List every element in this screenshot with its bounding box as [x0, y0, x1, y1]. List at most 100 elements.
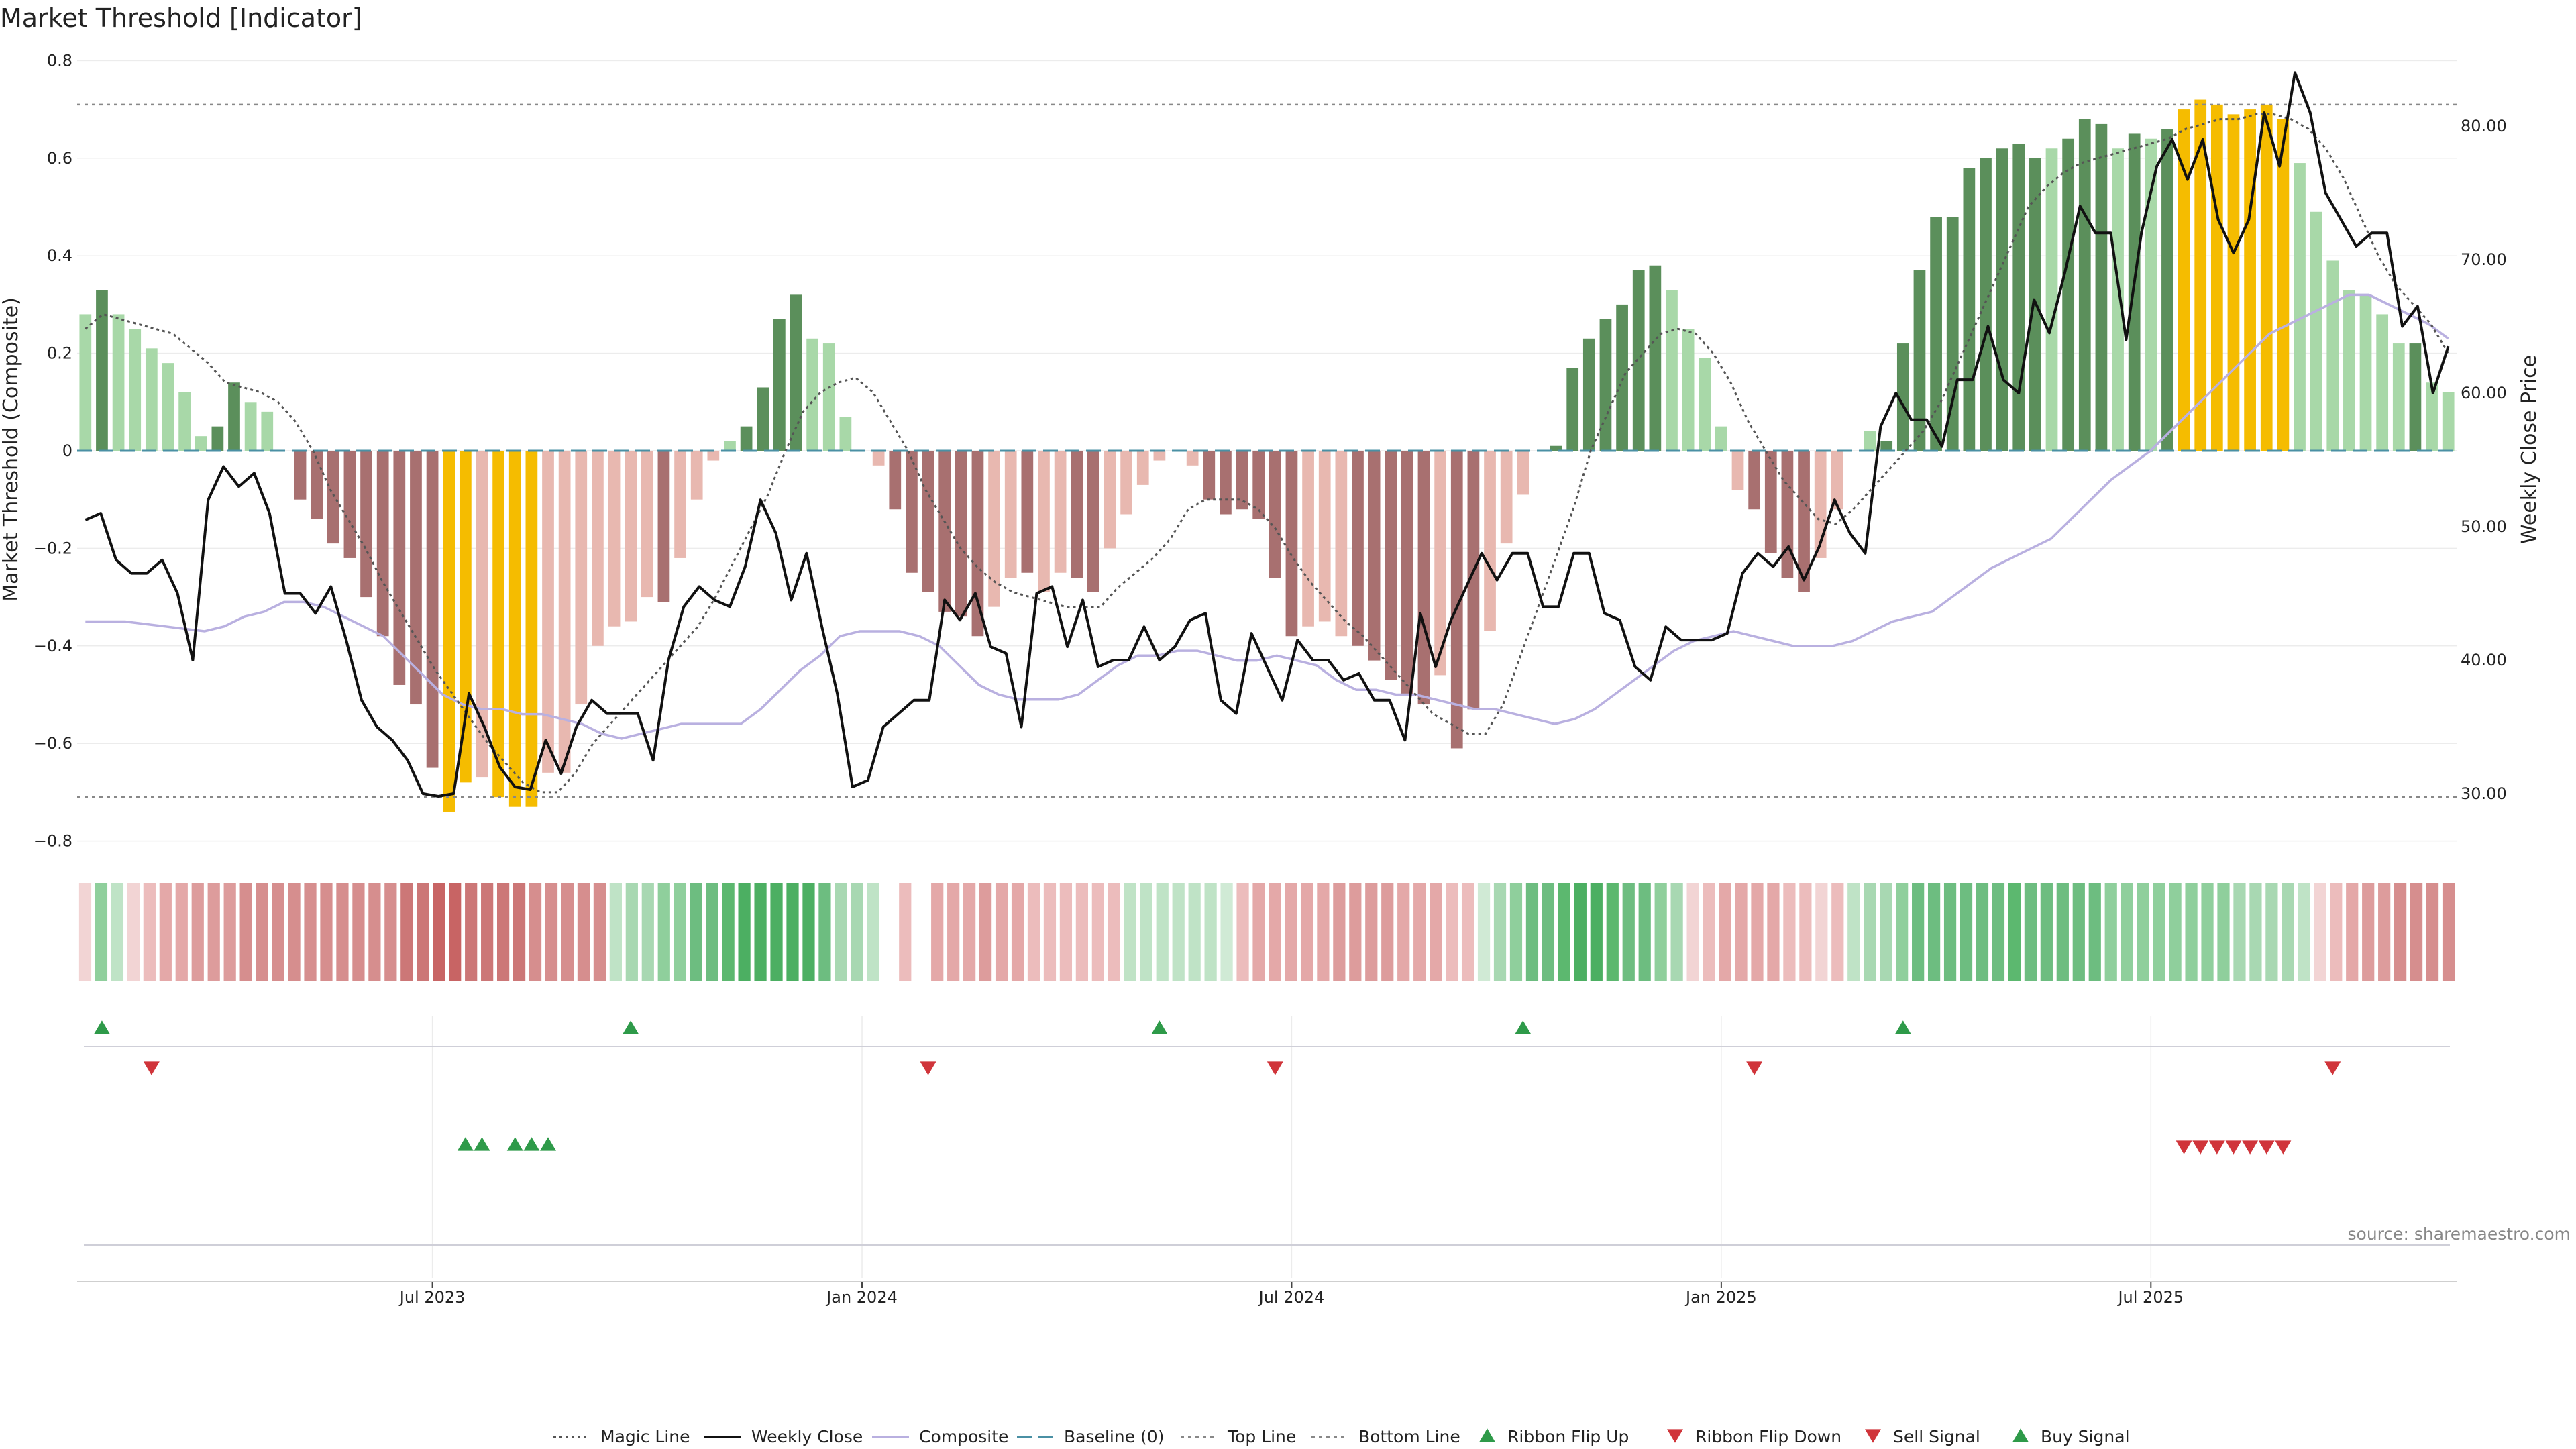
- ribbon-cell: [1525, 883, 1539, 981]
- ribbon-flip-up-marker: [1151, 1020, 1168, 1034]
- legend-label-top-line: Top Line: [1227, 1427, 1296, 1446]
- ribbon-cell: [1976, 883, 1989, 981]
- composite-bar: [1566, 368, 1579, 451]
- composite-bar: [112, 314, 125, 451]
- composite-bar: [393, 451, 406, 685]
- composite-bar: [592, 451, 604, 646]
- composite-bar: [1517, 451, 1529, 495]
- ribbon-flip-up-marker: [623, 1020, 639, 1034]
- y-tick-label-right: 40.00: [2461, 651, 2507, 669]
- ribbon-cell: [1285, 883, 1297, 981]
- composite-bar: [2012, 143, 2025, 451]
- ribbon-cell: [641, 883, 654, 981]
- ribbon-flip-down-marker: [920, 1061, 936, 1075]
- ribbon-flip-down-marker: [1267, 1061, 1283, 1075]
- composite-bar: [1004, 451, 1017, 578]
- ribbon-flip-down-marker: [2324, 1061, 2341, 1075]
- ribbon-cell: [835, 883, 847, 981]
- ribbon-cell: [2442, 883, 2455, 981]
- ribbon-cell: [754, 883, 767, 981]
- composite-bar: [922, 451, 934, 592]
- ribbon-cell: [2072, 883, 2085, 981]
- ribbon-cell: [1381, 883, 1394, 981]
- composite-bar: [988, 451, 1000, 607]
- x-tick-label: Jan 2024: [825, 1288, 898, 1307]
- composite-bar: [2277, 119, 2290, 451]
- composite-bar: [1136, 451, 1149, 485]
- composite-bar: [1996, 148, 2008, 451]
- composite-bar: [2343, 290, 2355, 451]
- x-tick-label: Jul 2024: [1258, 1288, 1325, 1307]
- composite-bar: [1120, 451, 1132, 515]
- composite-bar: [96, 290, 108, 451]
- composite-bar: [1401, 451, 1413, 695]
- composite-bar: [2194, 99, 2207, 451]
- ribbon-cell: [2088, 883, 2101, 981]
- y-tick-label-left: 0.2: [47, 344, 72, 363]
- composite-bar: [145, 348, 158, 451]
- ribbon-cell: [2426, 883, 2439, 981]
- composite-bar: [1252, 451, 1265, 519]
- ribbon-cell: [2378, 883, 2391, 981]
- ribbon-cell: [1542, 883, 1555, 981]
- composite-bar: [1764, 451, 1777, 553]
- composite-bar: [2045, 148, 2058, 451]
- composite-bar: [2359, 294, 2372, 451]
- ribbon-cell: [2153, 883, 2165, 981]
- composite-bar: [195, 436, 207, 451]
- x-tick-label: Jan 2025: [1684, 1288, 1757, 1307]
- ribbon-cell: [433, 883, 445, 981]
- ribbon-cell: [2169, 883, 2182, 981]
- composite-bar: [228, 382, 240, 451]
- ribbon-cell: [1927, 883, 1941, 981]
- composite-bar: [1896, 343, 1909, 451]
- ribbon-cell: [2346, 883, 2359, 981]
- composite-bar: [2376, 314, 2389, 451]
- composite-bar: [1368, 451, 1381, 661]
- legend-label-ribbon-flip-up: Ribbon Flip Up: [1507, 1427, 1629, 1446]
- ribbon-cell: [1011, 883, 1024, 981]
- x-tick-label: Jul 2025: [2116, 1288, 2184, 1307]
- ribbon-cell: [1269, 883, 1281, 981]
- ribbon-cell: [320, 883, 333, 981]
- y-tick-label-right: 30.00: [2461, 784, 2507, 803]
- ribbon-cell: [2394, 883, 2407, 981]
- composite-bar: [542, 451, 554, 773]
- composite-bar: [2227, 114, 2240, 451]
- ribbon-cell: [2249, 883, 2262, 981]
- ribbon-cell: [2330, 883, 2343, 981]
- ribbon-cell: [496, 883, 510, 981]
- ribbon-cell: [78, 883, 92, 981]
- composite-bar: [1434, 451, 1447, 676]
- ribbon-cell: [1220, 883, 1233, 981]
- composite-bar: [971, 451, 984, 637]
- composite-bar: [525, 451, 538, 807]
- legend-label-sell-signal: Sell Signal: [1893, 1427, 1980, 1446]
- ribbon-cell: [207, 883, 220, 981]
- ribbon-cell: [175, 883, 188, 981]
- composite-bar: [1318, 451, 1331, 622]
- composite-bar: [1798, 451, 1810, 592]
- ribbon-cell: [1960, 883, 1973, 981]
- composite-bar: [79, 314, 92, 451]
- ribbon-cell: [1847, 883, 1860, 981]
- composite-bar: [261, 411, 274, 451]
- ribbon-cell: [786, 883, 799, 981]
- ribbon-cell: [1397, 883, 1410, 981]
- ribbon-cell: [802, 883, 815, 981]
- composite-bar: [1781, 451, 1794, 578]
- ribbon-cell: [2201, 883, 2214, 981]
- ribbon-cell: [1059, 883, 1073, 981]
- composite-bar: [674, 451, 686, 558]
- ribbon-cell: [561, 883, 574, 981]
- ribbon-cell: [1140, 883, 1152, 981]
- ribbon-cell: [1108, 883, 1120, 981]
- composite-bar: [1220, 451, 1232, 515]
- ribbon-strip: [78, 883, 2455, 981]
- composite-bar: [360, 451, 372, 598]
- ribbon-cell: [1124, 883, 1136, 981]
- ribbon-cell: [1719, 883, 1731, 981]
- composite-bar: [476, 451, 488, 778]
- buy-signal-marker: [474, 1137, 490, 1151]
- ribbon-cell: [851, 883, 863, 981]
